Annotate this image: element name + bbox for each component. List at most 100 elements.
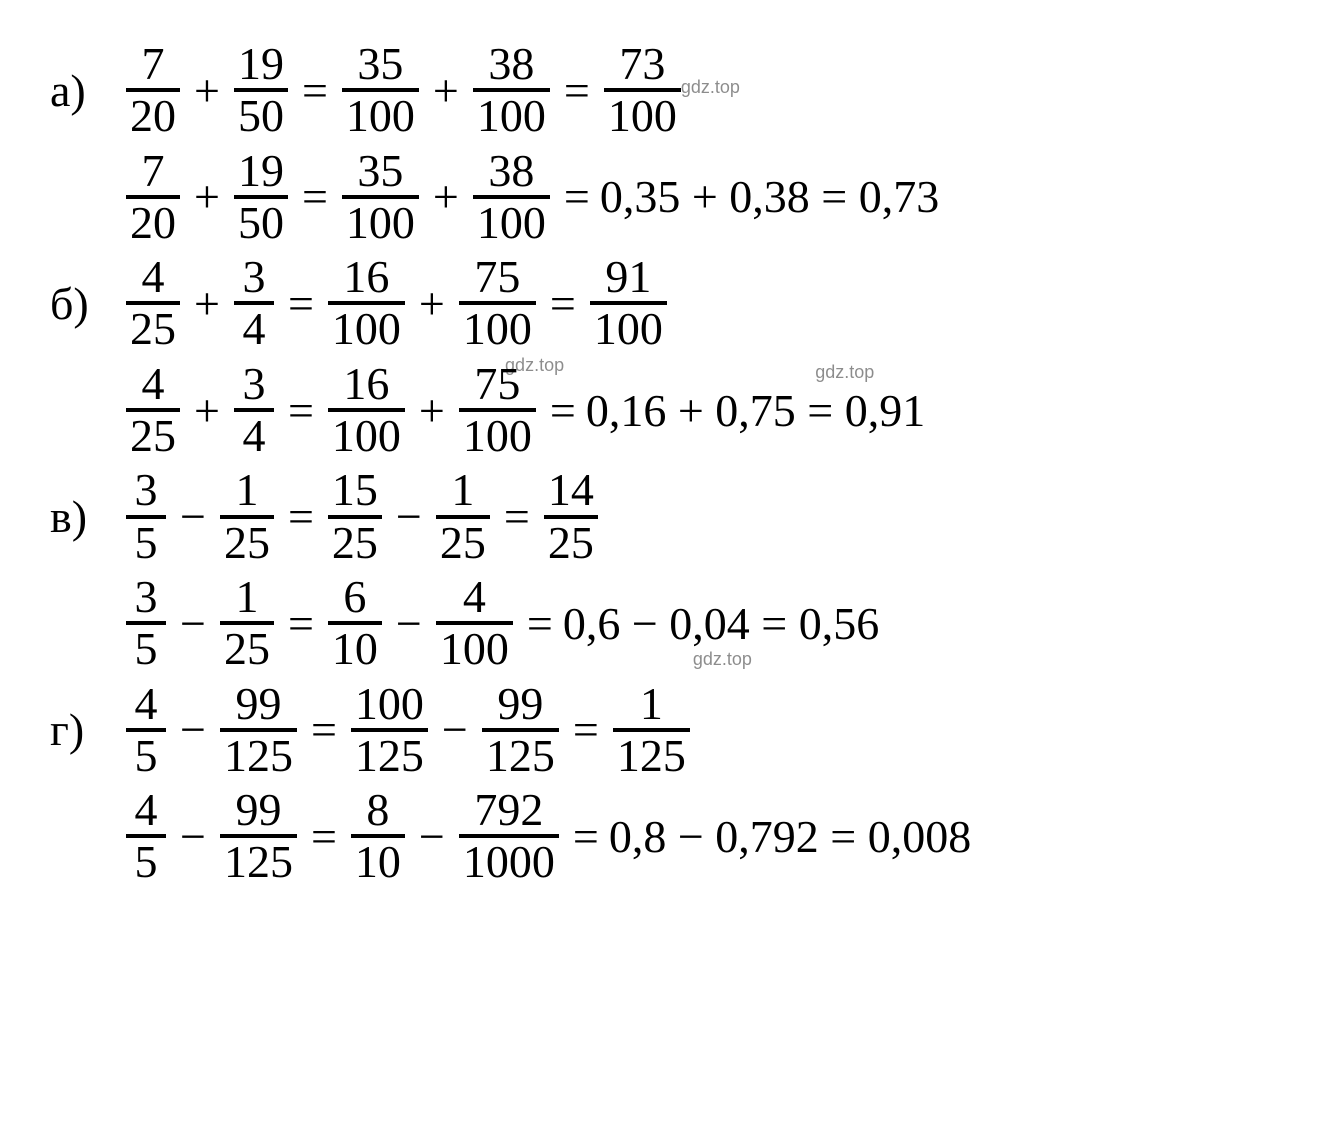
numerator: 7 [138,40,169,88]
denominator: 100 [473,199,550,247]
numerator: 99 [231,786,285,834]
decimal-expression: 0,35 + 0,38 = 0,73 [600,170,939,223]
denominator: 50 [234,199,288,247]
fraction: 99 125 [482,680,559,781]
denominator: 20 [126,199,180,247]
equals: = [302,64,328,117]
fraction: 19 50 [234,40,288,141]
numerator: 7 [138,147,169,195]
denominator: 5 [131,732,162,780]
equals: = [573,810,599,863]
fraction: 14 25 [544,466,598,567]
operator: − [180,597,206,650]
fraction: 73 100 gdz.top [604,40,681,141]
fraction: 16 100 [328,360,405,461]
equals: = [288,597,314,650]
fraction: 792 1000 [459,786,559,887]
numerator: 3 [131,573,162,621]
denominator: 100 [342,92,419,140]
operator: − [396,490,422,543]
equals: = [573,703,599,756]
denominator: 5 [131,838,162,886]
fraction: 4 25 [126,253,180,354]
numerator: 4 [459,573,490,621]
denominator: 4 [238,305,269,353]
denominator: 100 [604,92,681,140]
denominator: 125 [482,732,559,780]
numerator: 38 [484,147,538,195]
operator: + [419,384,445,437]
equals: = [288,384,314,437]
numerator: 16 [339,253,393,301]
problem-a-line2: 7 20 + 19 50 = 35 100 + 38 100 = 0,35 + … [50,147,1272,248]
fraction: 99 125 [220,786,297,887]
decimal-expression: 0,16 + 0,75 = 0,91 [586,384,925,437]
fraction: 35 100 [342,147,419,248]
equals: = [311,703,337,756]
numerator: 100 [351,680,428,728]
denominator: 25 [436,519,490,567]
fraction: 4 100 [436,573,513,674]
equals: = [302,170,328,223]
problem-b-line1: б) 4 25 + 3 4 = 16 100 + 75 100 = 91 100 [50,253,1272,354]
equals: = [550,277,576,330]
fraction: 4 25 [126,360,180,461]
fraction: 75 100 [459,253,536,354]
denominator: 25 [126,305,180,353]
problem-b-line2: 4 25 + 3 4 = 16 100 + 75 100 gdz.top = 0… [50,360,1272,461]
operator: − [442,703,468,756]
operator: + [194,384,220,437]
denominator: 125 [613,732,690,780]
decimal-text: 0,6 − 0,04 = 0,56 [563,598,879,649]
fraction: 38 100 [473,147,550,248]
denominator: 100 [590,305,667,353]
numerator: 35 [353,147,407,195]
denominator: 125 [220,732,297,780]
denominator: 20 [126,92,180,140]
numerator: 4 [138,253,169,301]
equals: = [311,810,337,863]
equals: = [288,490,314,543]
fraction: 99 125 [220,680,297,781]
denominator: 10 [351,838,405,886]
equals: = [288,277,314,330]
decimal-expression: 0,8 − 0,792 = 0,008 [609,810,971,863]
denominator: 5 [131,519,162,567]
problem-v-line1: в) 3 5 − 1 25 = 15 25 − 1 25 = 14 25 [50,466,1272,567]
numerator: 75 [470,253,524,301]
denominator: 10 [328,625,382,673]
numerator: 8 [362,786,393,834]
problem-a-line1: а) 7 20 + 19 50 = 35 100 + 38 100 = 73 1… [50,40,1272,141]
operator: + [433,170,459,223]
fraction: 35 100 [342,40,419,141]
fraction: 1 25 [220,573,274,674]
operator: − [180,490,206,543]
equals: = [564,64,590,117]
numerator: 3 [238,253,269,301]
numerator: 35 [353,40,407,88]
denominator: 25 [220,519,274,567]
operator: − [180,810,206,863]
fraction: 1 125 [613,680,690,781]
operator: − [180,703,206,756]
fraction: 8 10 [351,786,405,887]
label-a: а) [50,64,110,117]
fraction: 91 100 [590,253,667,354]
operator: + [194,64,220,117]
denominator: 100 [473,92,550,140]
fraction: 3 5 [126,466,166,567]
equals: = [527,597,553,650]
problem-v-line2: 3 5 − 1 25 = 6 10 − 4 100 = 0,6 − 0,04 =… [50,573,1272,674]
numerator: 19 [234,40,288,88]
numerator: 38 [484,40,538,88]
operator: − [396,597,422,650]
fraction: 75 100 gdz.top [459,360,536,461]
fraction: 4 5 [126,786,166,887]
label-b: б) [50,277,110,330]
fraction: 1 25 [436,466,490,567]
watermark: gdz.top [815,362,874,383]
fraction: 15 25 [328,466,382,567]
operator: + [194,277,220,330]
fraction: 3 5 [126,573,166,674]
fraction: 38 100 [473,40,550,141]
